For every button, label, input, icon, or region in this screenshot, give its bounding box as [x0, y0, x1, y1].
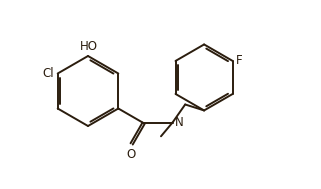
Text: HO: HO — [80, 40, 98, 53]
Text: N: N — [175, 116, 183, 129]
Text: F: F — [236, 54, 242, 67]
Text: Cl: Cl — [42, 67, 54, 80]
Text: O: O — [126, 148, 135, 161]
